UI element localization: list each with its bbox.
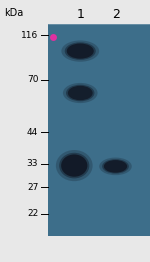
Bar: [48, 24, 150, 236]
Ellipse shape: [102, 159, 129, 174]
Text: 44: 44: [27, 128, 38, 137]
Text: kDa: kDa: [4, 8, 24, 18]
Ellipse shape: [61, 40, 99, 62]
Ellipse shape: [68, 86, 93, 100]
Ellipse shape: [65, 42, 96, 60]
Ellipse shape: [59, 153, 89, 178]
Ellipse shape: [56, 150, 93, 181]
Ellipse shape: [63, 83, 98, 103]
Text: 27: 27: [27, 183, 38, 192]
Ellipse shape: [104, 160, 127, 173]
Text: 70: 70: [27, 75, 38, 84]
Ellipse shape: [66, 85, 94, 101]
Text: 33: 33: [27, 159, 38, 168]
Text: 116: 116: [21, 31, 38, 40]
Text: 2: 2: [112, 8, 120, 21]
Text: 22: 22: [27, 209, 38, 218]
Text: 1: 1: [76, 8, 84, 21]
Ellipse shape: [61, 155, 87, 177]
Ellipse shape: [67, 43, 94, 59]
Ellipse shape: [99, 157, 132, 175]
